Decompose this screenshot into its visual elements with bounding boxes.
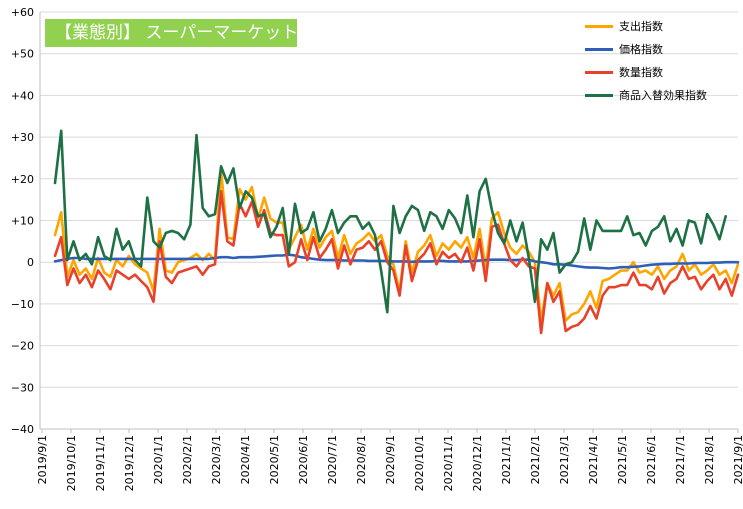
- y-tick-label: 0: [27, 256, 34, 269]
- x-tick-label: 2019/12/1: [123, 435, 136, 491]
- x-tick-label: 2020/11/1: [442, 435, 455, 491]
- x-tick-label: 2020/9/1: [384, 435, 397, 484]
- series-line-4: [53, 129, 728, 314]
- y-tick-label: −30: [11, 381, 34, 394]
- x-tick-label: 2020/8/1: [355, 435, 368, 484]
- legend-label: 価格指数: [619, 43, 663, 56]
- axes: [39, 12, 739, 433]
- legend-swatch: [585, 48, 613, 51]
- x-tick-label: 2021/6/1: [645, 435, 658, 484]
- y-tick-label: +50: [11, 48, 34, 61]
- y-axis-tick-labels: +60 +50 +40 +30 +20 +10 0 −10 −20 −30 −40: [11, 6, 34, 436]
- y-tick-label: +30: [11, 131, 34, 144]
- x-tick-label: 2020/2/1: [181, 435, 194, 484]
- x-tick-label: 2019/9/1: [36, 435, 49, 484]
- x-tick-label: 2021/2/1: [529, 435, 542, 484]
- x-tick-label: 2020/12/1: [471, 435, 484, 491]
- series-line-2: [53, 253, 740, 270]
- x-tick-label: 2020/5/1: [268, 435, 281, 484]
- x-tick-label: 2020/3/1: [210, 435, 223, 484]
- y-tick-label: +20: [11, 173, 34, 186]
- x-tick-label: 2021/8/1: [703, 435, 716, 484]
- chart-title: 【業態別】 スーパーマーケット: [45, 19, 298, 47]
- y-tick-label: +60: [11, 6, 34, 19]
- legend-swatch: [585, 71, 613, 74]
- x-tick-label: 2021/1/1: [500, 435, 513, 484]
- x-tick-label: 2020/1/1: [152, 435, 165, 484]
- legend-label: 商品入替効果指数: [619, 89, 707, 102]
- x-tick-label: 2021/5/1: [616, 435, 629, 484]
- y-tick-label: −20: [11, 340, 34, 353]
- x-tick-label: 2021/4/1: [587, 435, 600, 484]
- x-tick-label: 2020/10/1: [413, 435, 426, 491]
- y-tick-label: −40: [11, 423, 34, 436]
- y-tick-label: −10: [11, 298, 34, 311]
- legend-swatch: [585, 94, 613, 97]
- legend-swatch: [585, 25, 613, 28]
- x-tick-label: 2021/3/1: [558, 435, 571, 484]
- x-tick-label: 2021/9/1: [732, 435, 743, 484]
- x-tick-label: 2020/6/1: [297, 435, 310, 484]
- x-tick-label: 2021/7/1: [674, 435, 687, 484]
- y-tick-label: +10: [11, 215, 34, 228]
- x-axis-tick-labels: 2019/9/1 2019/10/1 2019/11/1 2019/12/1 2020/…: [36, 435, 743, 491]
- legend-label: 数量指数: [619, 66, 663, 79]
- x-tick-label: 2020/7/1: [326, 435, 339, 484]
- series-line-3: [53, 190, 740, 335]
- x-tick-label: 2020/4/1: [239, 435, 252, 484]
- y-tick-label: +40: [11, 89, 34, 102]
- legend-label: 支出指数: [619, 20, 663, 33]
- x-tick-label: 2019/10/1: [65, 435, 78, 491]
- series-lines: [53, 129, 740, 335]
- x-tick-label: 2019/11/1: [94, 435, 107, 491]
